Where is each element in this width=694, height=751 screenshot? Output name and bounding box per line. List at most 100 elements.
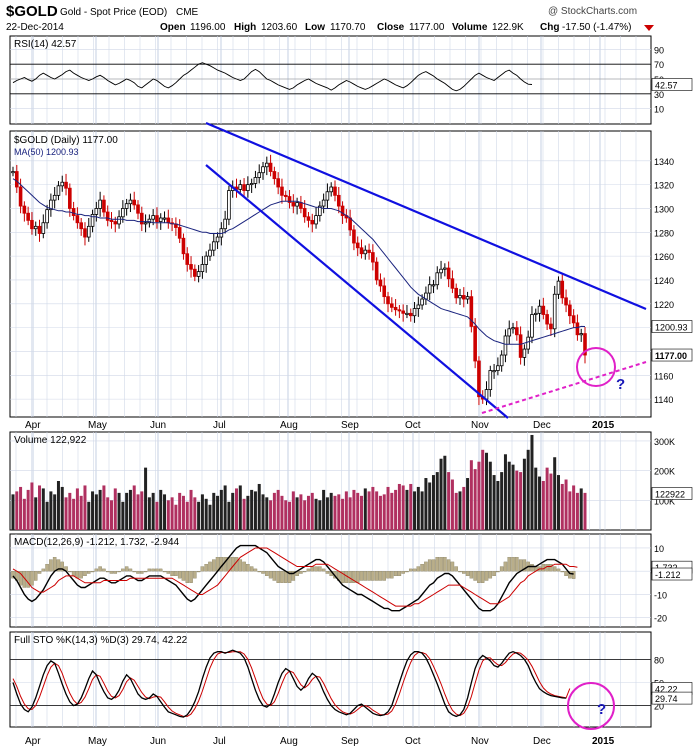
volume-bar bbox=[60, 486, 64, 530]
price-candle-body bbox=[420, 298, 424, 306]
volume-bar bbox=[68, 492, 72, 530]
macd-histogram-bar bbox=[371, 571, 375, 581]
volume-bar bbox=[469, 460, 473, 530]
macd-histogram-bar bbox=[200, 566, 205, 572]
volume-bar bbox=[488, 461, 492, 530]
macd-histogram-bar bbox=[499, 566, 504, 572]
price-x-label: Sep bbox=[341, 420, 359, 431]
macd-histogram-bar bbox=[185, 571, 190, 583]
price-candle-body bbox=[227, 190, 231, 220]
volume-bar bbox=[526, 449, 530, 530]
price-candle-body bbox=[143, 222, 148, 225]
macd-histogram-bar bbox=[397, 571, 402, 577]
volume-bar bbox=[163, 494, 167, 530]
price-candle-body bbox=[541, 305, 546, 315]
macd-histogram-bar bbox=[136, 571, 140, 574]
price-candle-body bbox=[280, 186, 284, 196]
price-candle-body bbox=[496, 365, 500, 371]
volume-value: 122.9K bbox=[492, 22, 524, 33]
macd-histogram-bar bbox=[355, 571, 360, 583]
macd-histogram-bar bbox=[128, 568, 133, 572]
macd-histogram-bar bbox=[401, 571, 405, 574]
volume-bar bbox=[519, 472, 523, 530]
price-candle-body bbox=[295, 202, 299, 207]
price-candle-body bbox=[340, 205, 345, 217]
price-candle-body bbox=[443, 267, 447, 270]
price-candle-body bbox=[492, 370, 496, 373]
macd-tick-label: 10 bbox=[654, 544, 664, 554]
volume-bar bbox=[575, 492, 579, 530]
price-candle-body bbox=[378, 279, 383, 287]
volume-bar bbox=[458, 491, 462, 530]
price-last-value: 1177.00 bbox=[655, 351, 687, 361]
volume-bar bbox=[276, 489, 280, 530]
macd-histogram-bar bbox=[166, 571, 171, 574]
volume-bar bbox=[155, 501, 159, 530]
upper-trendline bbox=[205, 121, 647, 311]
price-candle-body bbox=[477, 360, 481, 398]
macd-histogram-bar bbox=[564, 571, 568, 577]
macd-histogram-bar bbox=[314, 566, 318, 572]
price-candle-body bbox=[18, 186, 23, 207]
price-candle-body bbox=[367, 249, 371, 253]
rsi-last-value-box bbox=[651, 78, 693, 91]
price-candle-body bbox=[355, 242, 360, 249]
volume-bar bbox=[568, 491, 572, 530]
rsi-title: RSI(14) 42.57 bbox=[14, 39, 77, 50]
volume-bar bbox=[443, 455, 447, 530]
volume-bar bbox=[401, 485, 405, 530]
macd-histogram-bar bbox=[310, 566, 315, 572]
macd-histogram-bar bbox=[37, 571, 42, 574]
volume-bar bbox=[19, 486, 23, 530]
sto-x-label: Nov bbox=[471, 736, 489, 747]
macd-tick-label: -10 bbox=[654, 590, 667, 600]
volume-bar bbox=[515, 470, 519, 530]
macd-histogram-bar bbox=[469, 571, 474, 579]
macd-histogram-bar bbox=[287, 571, 292, 583]
volume-bar bbox=[178, 492, 182, 530]
price-candle-body bbox=[283, 194, 288, 197]
macd-histogram-bar bbox=[367, 571, 371, 581]
macd-histogram-bar bbox=[94, 568, 99, 572]
volume-bar bbox=[193, 497, 197, 530]
price-candle-body bbox=[397, 309, 402, 312]
price-candle-body bbox=[98, 199, 102, 209]
volume-bar bbox=[45, 501, 49, 530]
sto-x-label: Dec bbox=[533, 736, 551, 747]
low-label: Low bbox=[305, 22, 325, 33]
price-candle-body bbox=[412, 308, 417, 317]
volume-bar bbox=[26, 489, 30, 530]
sto-x-label: Sep bbox=[341, 736, 359, 747]
price-candle-body bbox=[117, 216, 121, 225]
sto-question-mark: ? bbox=[597, 701, 606, 718]
volume-bar bbox=[38, 485, 42, 530]
volume-last-value: 122922 bbox=[655, 490, 685, 500]
macd-histogram-bar bbox=[465, 571, 470, 577]
price-candle-body bbox=[155, 215, 159, 222]
price-candle-body bbox=[371, 252, 375, 263]
price-candle-body bbox=[571, 315, 576, 324]
price-x-label: Aug bbox=[280, 420, 298, 431]
price-candle-body bbox=[458, 295, 462, 299]
volume-bar bbox=[450, 479, 454, 530]
price-candle-body bbox=[533, 312, 538, 315]
macd-histogram-bar bbox=[518, 559, 523, 572]
volume-bar bbox=[522, 458, 526, 530]
price-candle-body bbox=[431, 284, 436, 287]
low-value: 1170.70 bbox=[330, 22, 366, 33]
sto-x-label: Aug bbox=[280, 736, 298, 747]
macd-histogram-bar bbox=[276, 571, 280, 583]
high-label: High bbox=[234, 22, 256, 33]
price-candle-body bbox=[314, 215, 318, 225]
volume-bar bbox=[30, 482, 34, 530]
volume-bar bbox=[378, 495, 382, 530]
sto-tick-label: 20 bbox=[654, 702, 664, 712]
price-tick-label: 1280 bbox=[654, 228, 674, 238]
sto-title: Full STO %K(14,3) %D(3) 29.74, 42.22 bbox=[14, 635, 188, 646]
price-candle-body bbox=[435, 272, 440, 286]
volume-bar bbox=[428, 482, 432, 530]
volume-bar bbox=[310, 492, 314, 530]
macd-histogram-bar bbox=[189, 571, 193, 583]
volume-bar bbox=[64, 497, 68, 530]
